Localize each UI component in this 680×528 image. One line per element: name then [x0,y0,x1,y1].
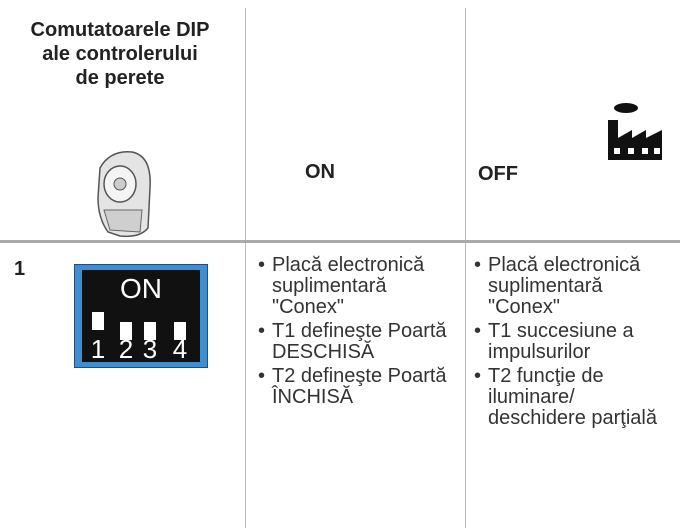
bullet-item: T2 funcţie de iluminare/ deschidere parţ… [472,366,677,429]
controller-icon [97,151,151,238]
column-divider [245,8,246,528]
switch-position: 3 [143,334,157,364]
bullet-item: T1 defineşte Poartă DESCHISĂ [256,321,461,363]
row-number: 1 [14,258,26,280]
bullet-item: T2 defineşte Poartă ÎNCHISĂ [256,366,461,408]
bullet-item: T1 succesiune a impulsurilor [472,321,677,363]
on-header: ON [305,161,335,183]
factory-icon [608,103,662,160]
switch-position: 4 [173,334,187,364]
on-list: Placă electronică suplimentară "Conex"T1… [256,255,461,411]
bullet-item: Placă electronică suplimentară "Conex" [256,255,461,318]
bullet-item: Placă electronică suplimentară "Conex" [472,255,677,318]
switch-label: ON [120,273,162,304]
header-divider [0,240,680,243]
header-title: Comutatoarele DIP ale controlerului de p… [30,19,210,89]
switch-position: 2 [119,334,133,364]
off-list: Placă electronică suplimentară "Conex"T1… [472,255,677,432]
off-header: OFF [478,163,518,185]
column-divider [465,8,466,528]
switch-position: 1 [91,334,105,364]
